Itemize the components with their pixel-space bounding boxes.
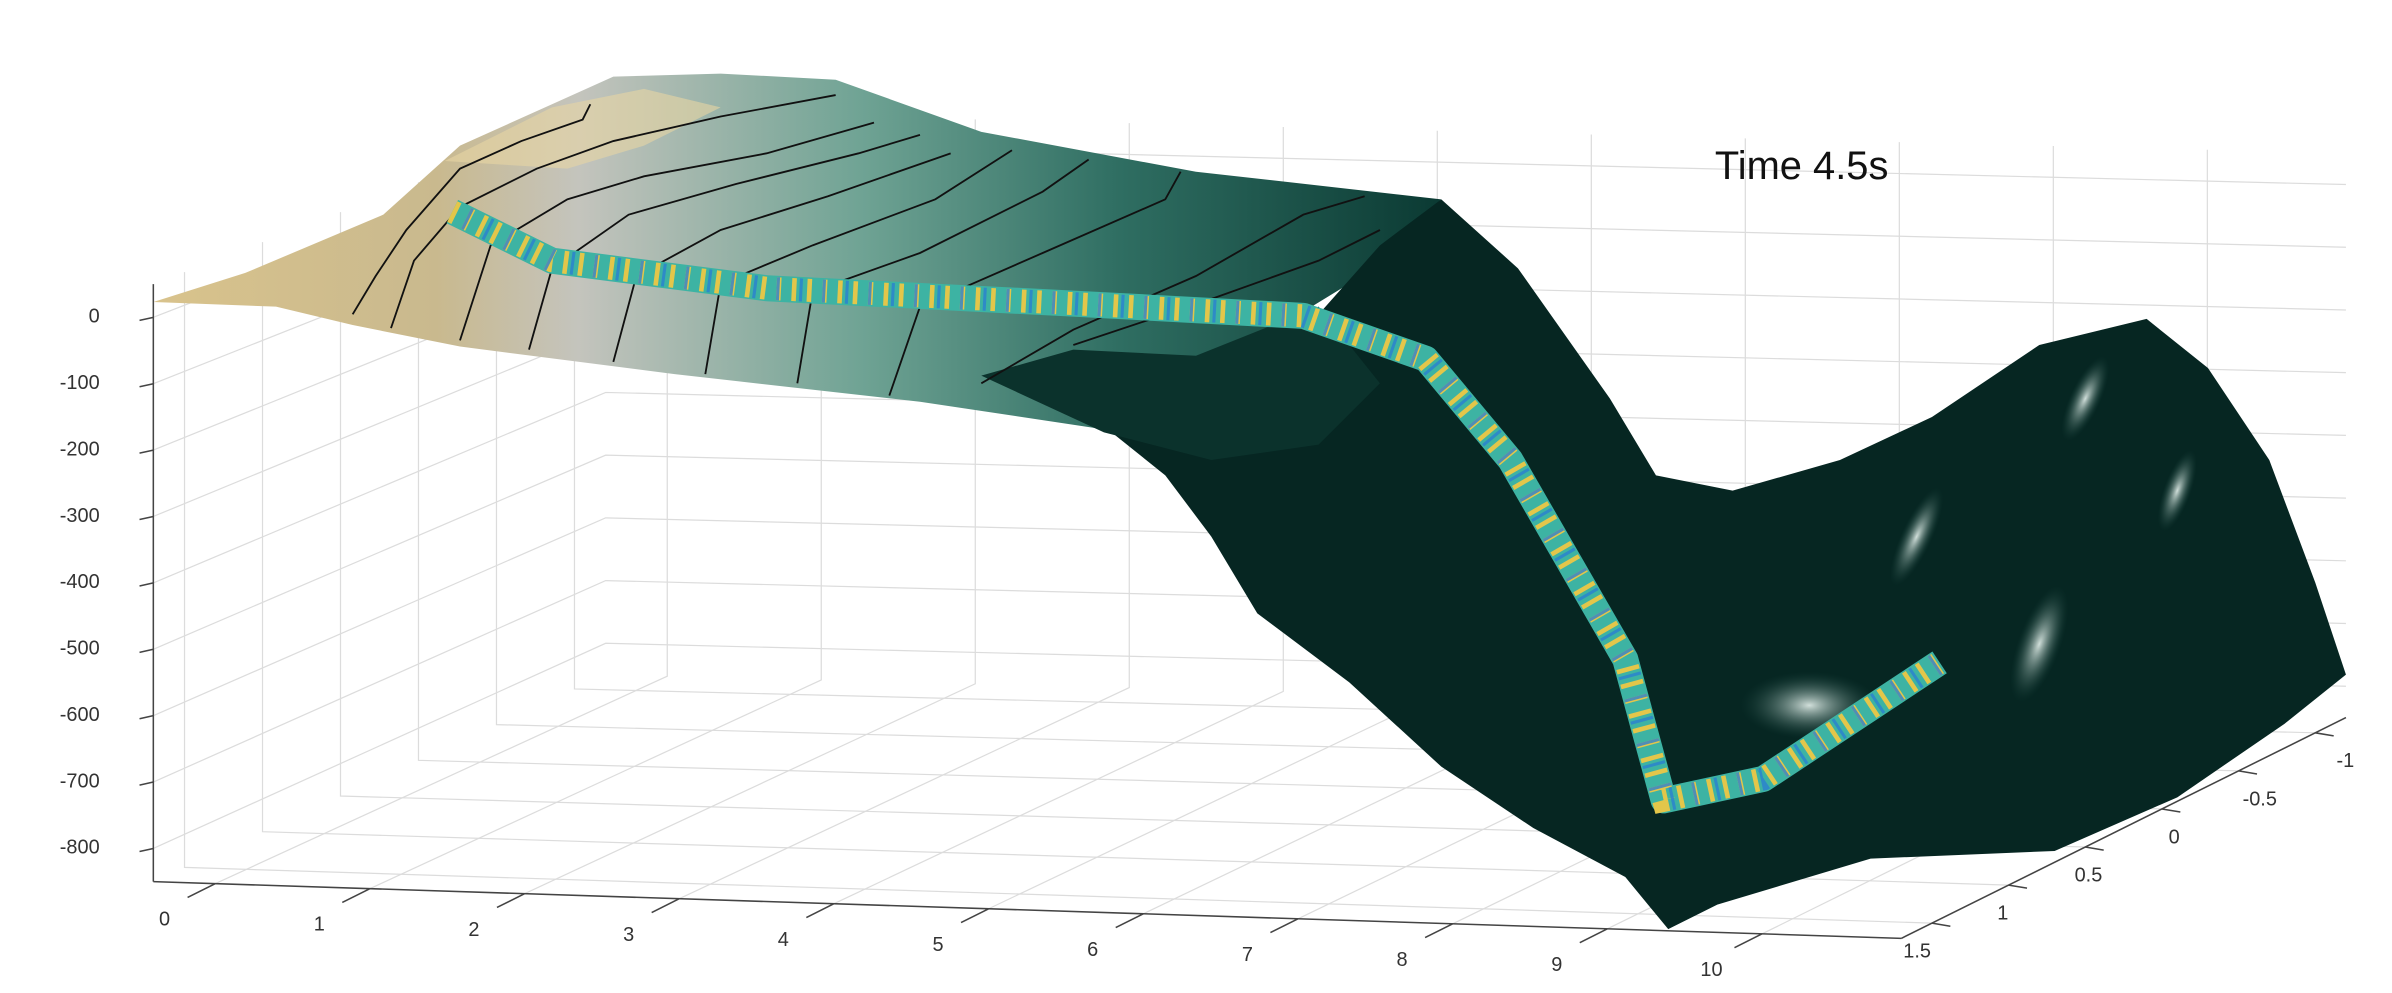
terrain-glint [2010, 585, 2069, 703]
x-tick [496, 893, 525, 909]
x-tick-label: 10 [1700, 959, 1722, 981]
y-tick [2008, 884, 2028, 889]
contour [351, 103, 592, 315]
z-tick [139, 449, 154, 454]
y-tick [1931, 922, 1951, 927]
z-tick [139, 582, 154, 587]
x-tick [187, 882, 216, 899]
z-grid-line [153, 391, 2346, 584]
x-tick-label: 6 [1087, 939, 1098, 961]
y-tick [2315, 732, 2334, 737]
y-axis [1900, 716, 2347, 940]
z-tick-label: -700 [60, 770, 100, 792]
x-tick [1115, 913, 1144, 929]
x-tick-label: 0 [159, 909, 170, 931]
x-tick [651, 898, 680, 914]
x-tick-label: 1 [314, 914, 325, 936]
terrain-glint [1890, 487, 1944, 586]
z-tick [139, 316, 154, 322]
surface [153, 73, 2346, 930]
annotation: Time 4.5s [1715, 144, 1889, 188]
z-tick [139, 781, 154, 786]
x-tick [1734, 933, 1763, 949]
y-tick-label: 0.5 [2075, 864, 2103, 886]
x-tick-label: 8 [1397, 949, 1408, 971]
contour [888, 171, 1182, 396]
x-tick-label: 9 [1551, 954, 1562, 976]
x-tick-label: 2 [468, 919, 479, 941]
contour [390, 94, 836, 329]
z-tick-label: -500 [60, 638, 100, 660]
x-tick [1424, 923, 1454, 939]
x-tick [960, 908, 989, 924]
contour [796, 158, 1090, 384]
terrain-ridge [981, 306, 1380, 460]
y-tick [2085, 846, 2104, 851]
z-tick [139, 382, 154, 388]
y-tick-label: 1.5 [1903, 941, 1931, 963]
contour [459, 121, 875, 341]
profile-strip [446, 199, 1947, 814]
x-tick [806, 903, 835, 919]
x-tick-label: 5 [932, 934, 943, 956]
z-tick-label: 0 [89, 306, 100, 328]
contour [1073, 229, 1381, 346]
x-tick [1579, 928, 1608, 944]
contour [612, 152, 951, 363]
y-tick [2161, 808, 2181, 813]
terrain-cliff [1111, 199, 2346, 930]
y-tick-label: 1 [1997, 902, 2008, 924]
z-tick [139, 714, 154, 720]
y-tick-label: -1 [2337, 750, 2355, 772]
axes: -800 -700 -600 -500 -400 -300 -200 -100 0 0 1 2 3 4 5 6… [60, 284, 2354, 981]
y-tick [2238, 770, 2258, 775]
y-grid-line [261, 242, 2009, 886]
z-tick [139, 515, 154, 521]
z-tick [139, 648, 154, 654]
z-tick-label: -400 [60, 571, 100, 593]
contour [704, 149, 1013, 375]
y-grid-line [339, 212, 2086, 848]
y-tick-label: 0 [2169, 826, 2180, 848]
z-tick-label: -300 [60, 505, 100, 527]
x-tick [1270, 918, 1299, 934]
x-tick-label: 4 [778, 929, 789, 951]
z-tick-label: -800 [60, 837, 100, 859]
contour [528, 134, 921, 350]
plot-area: -800 -700 -600 -500 -400 -300 -200 -100 0 0 1 2 3 4 5 6… [60, 73, 2354, 981]
z-tick-label: -100 [60, 372, 100, 394]
x-tick-label: 7 [1242, 944, 1253, 966]
z-tick [139, 847, 154, 853]
x-axis [153, 880, 1902, 940]
y-tick-label: -0.5 [2243, 788, 2277, 810]
y-grid-line [183, 272, 1932, 924]
x-tick [341, 887, 371, 904]
z-tick-label: -600 [60, 704, 100, 726]
z-tick-label: -200 [60, 438, 100, 460]
terrain-glint [2157, 450, 2197, 532]
terrain-glint [2061, 356, 2110, 441]
contour [980, 195, 1365, 385]
terrain-sand-highlight [444, 88, 721, 169]
x-tick-label: 3 [623, 924, 634, 946]
